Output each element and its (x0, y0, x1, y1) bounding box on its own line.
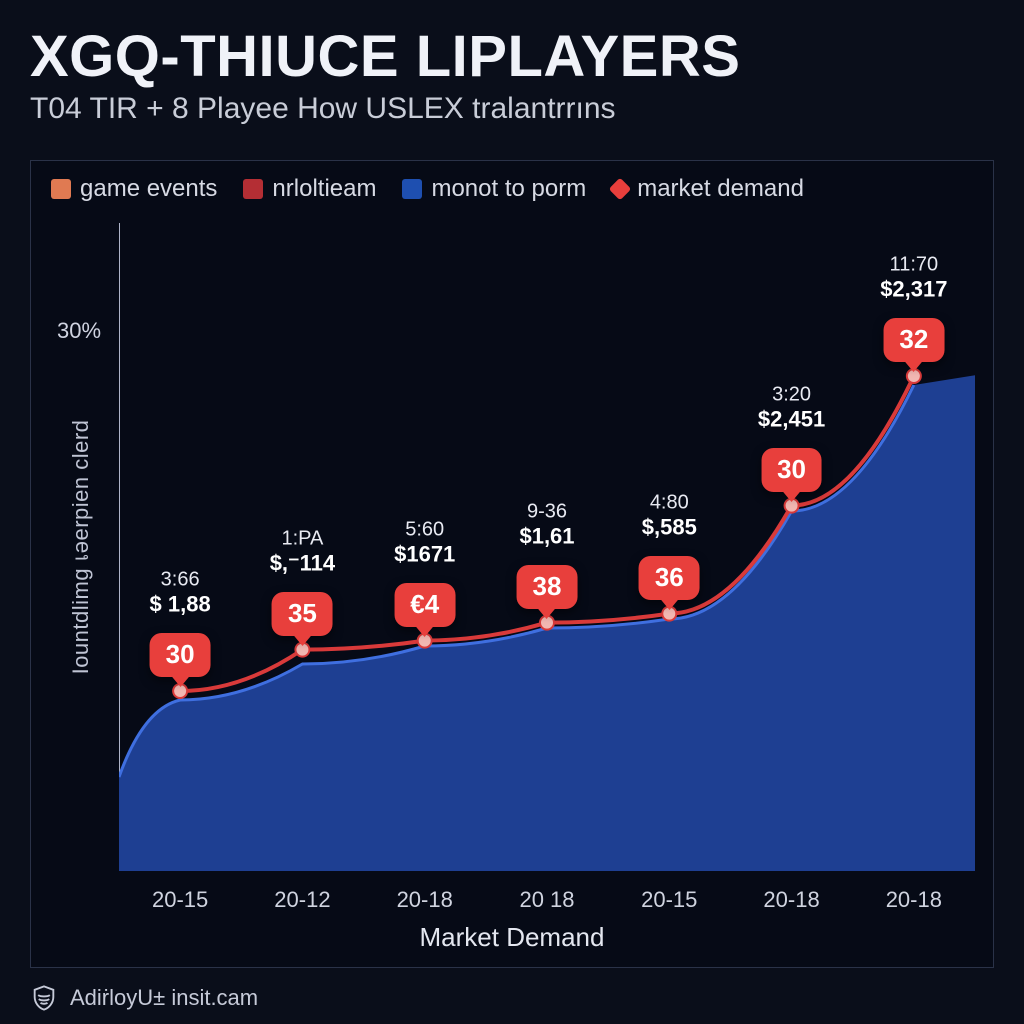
value-badge: 35 (272, 592, 333, 636)
x-tick: 20-12 (241, 887, 363, 913)
legend-label: nrloltieam (272, 175, 376, 203)
legend-label: game events (80, 175, 217, 203)
legend-label: monot to porm (431, 175, 586, 203)
y-tick: 30% (57, 318, 101, 344)
value-badge: €4 (394, 583, 455, 627)
chart-frame: game events nrloltieam monot to porm market… (30, 160, 994, 968)
value-badge: 30 (150, 633, 211, 677)
page-subtitle: T04 TIR + 8 Playee How USLEX tralantrrın… (30, 92, 994, 126)
footer: AdiṙloyU± insit.cam (30, 984, 258, 1012)
header: XGQ-THIUCE LIPLAYERS T04 TIR + 8 Playee … (0, 0, 1024, 136)
x-axis-label: Market Demand (31, 922, 993, 953)
x-tick: 20-18 (364, 887, 486, 913)
legend-label: market demand (637, 175, 804, 203)
plot-area: Iountdlimg เәerpien clerd 30%303:66$ 1,8… (119, 223, 975, 871)
value-badge: 36 (639, 556, 700, 600)
x-tick: 20-18 (853, 887, 975, 913)
legend-item: monot to porm (402, 175, 586, 203)
legend-swatch (51, 179, 71, 199)
x-tick: 20-15 (608, 887, 730, 913)
page-title: XGQ-THIUCE LIPLAYERS (30, 28, 994, 86)
legend-item: game events (51, 175, 217, 203)
legend-swatch (402, 179, 422, 199)
value-badge: 32 (883, 318, 944, 362)
x-tick: 20 18 (486, 887, 608, 913)
x-tick: 20-15 (119, 887, 241, 913)
x-tick: 20-18 (730, 887, 852, 913)
legend: game events nrloltieam monot to porm market… (31, 161, 993, 213)
value-badge: 38 (517, 565, 578, 609)
footer-text: AdiṙloyU± insit.cam (70, 985, 258, 1011)
legend-swatch (243, 179, 263, 199)
x-axis-ticks: 20-1520-1220-1820 1820-1520-1820-18 (119, 887, 975, 913)
value-badge: 30 (761, 448, 822, 492)
legend-item: nrloltieam (243, 175, 376, 203)
chart-svg (119, 223, 975, 871)
legend-item: market demand (612, 175, 804, 203)
legend-swatch (609, 178, 632, 201)
shield-icon (30, 984, 58, 1012)
y-axis-label: Iountdlimg เәerpien clerd (63, 420, 98, 675)
